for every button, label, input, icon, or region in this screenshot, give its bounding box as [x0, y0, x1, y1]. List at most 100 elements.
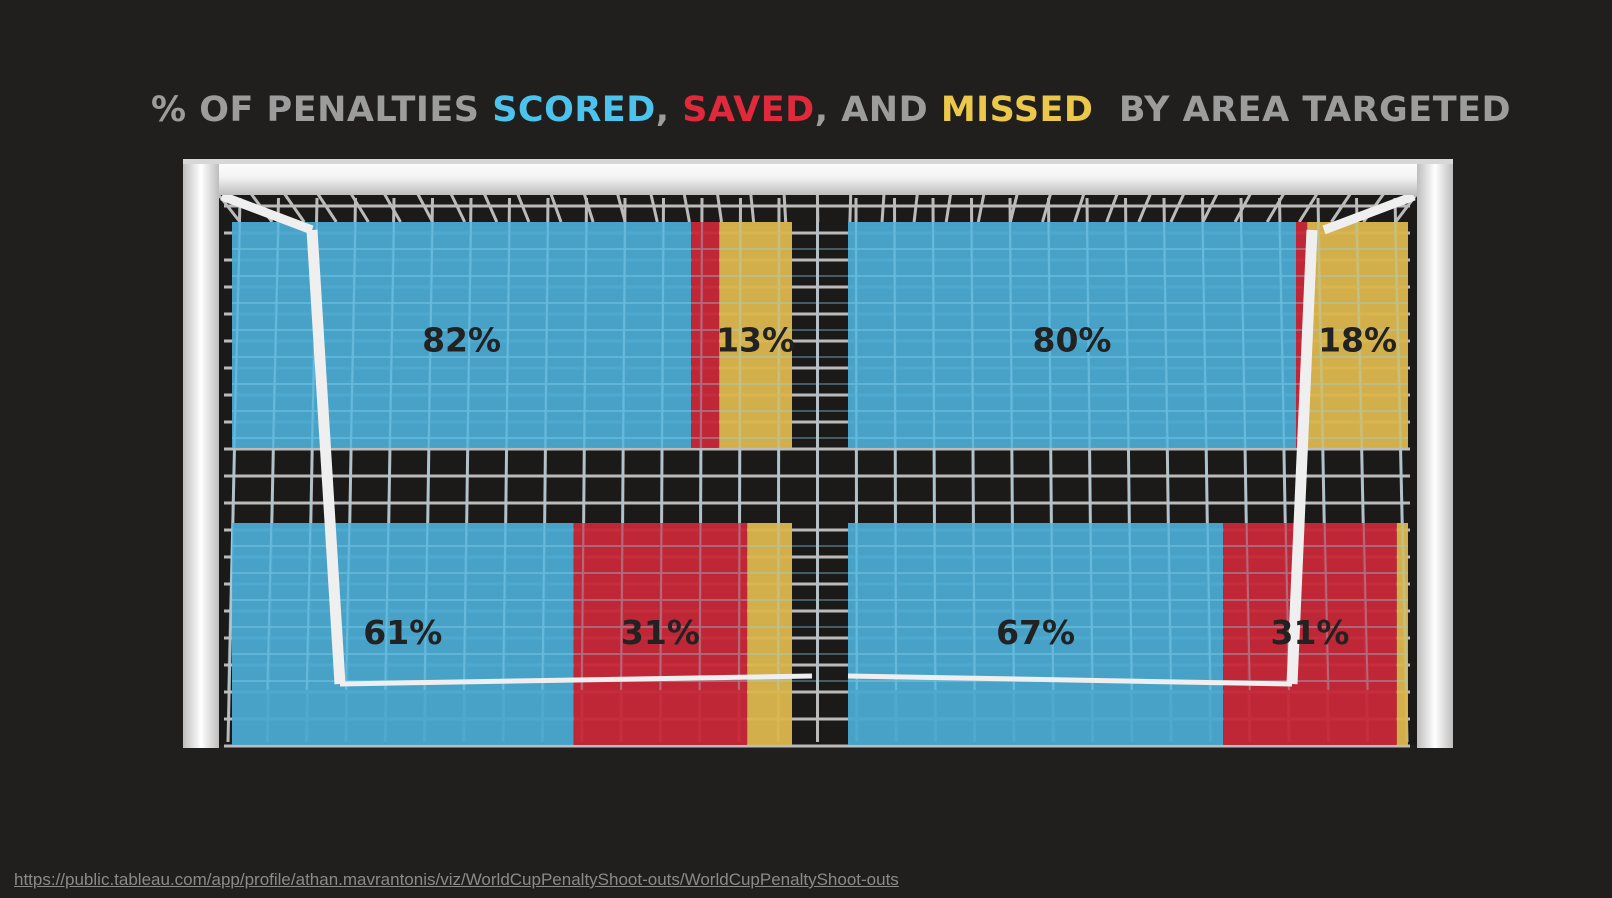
bar-bottom-left-missed	[747, 523, 792, 745]
net-line	[416, 193, 434, 223]
net-line	[449, 193, 467, 223]
net-line	[383, 193, 402, 223]
net-line	[1201, 193, 1219, 223]
net-line	[227, 221, 241, 691]
stacked-bars	[232, 222, 1408, 745]
net-line	[698, 221, 703, 691]
bar-bottom-right-saved	[1223, 523, 1397, 745]
net-line	[1163, 221, 1173, 691]
net-line	[932, 221, 937, 691]
net-line	[483, 193, 499, 223]
source-link[interactable]: https://public.tableau.com/app/profile/a…	[14, 870, 899, 889]
net-line	[516, 193, 531, 223]
net-line	[1240, 221, 1251, 691]
net-line	[649, 193, 659, 223]
net-line	[541, 221, 549, 691]
net-line	[1047, 221, 1055, 691]
net-line	[1233, 193, 1252, 223]
left-side-bar	[220, 191, 314, 235]
net-line	[1201, 221, 1212, 691]
bar-bottom-right-missed	[1396, 523, 1408, 745]
net-line	[1041, 193, 1052, 223]
net-line	[777, 221, 780, 691]
net-line	[912, 193, 919, 223]
back-ground-bar	[847, 673, 1293, 687]
net-line	[1137, 193, 1152, 223]
net-line	[1008, 193, 1019, 223]
net-line	[1278, 221, 1291, 691]
title-prefix: % OF PENALTIES	[150, 90, 493, 130]
left-post	[183, 159, 219, 748]
net-line	[423, 221, 434, 691]
net-line	[384, 221, 395, 691]
label-top-left-scored: 82%	[422, 321, 501, 360]
net-line	[620, 221, 626, 691]
right-side-bar	[1322, 191, 1416, 235]
title-saved: SAVED	[682, 90, 815, 130]
net-line	[1105, 193, 1119, 223]
net-line	[1124, 221, 1133, 691]
net-line	[716, 193, 723, 223]
back-ground-bar	[339, 673, 813, 687]
net-line	[782, 193, 788, 223]
goal-frame	[183, 159, 1453, 748]
bar-bottom-right-scored	[848, 523, 1224, 745]
net-line	[848, 193, 853, 223]
goal-net-overlay	[220, 191, 1416, 691]
crossbar-highlight	[183, 159, 1453, 164]
net-line	[266, 221, 280, 691]
chart-title: % OF PENALTIES SCORED, SAVED, AND MISSED…	[0, 90, 1612, 130]
net-line	[344, 221, 357, 691]
net-line	[737, 221, 742, 691]
net-line	[976, 193, 986, 223]
bar-top-right-scored	[848, 222, 1296, 448]
bar-bottom-left-saved	[573, 523, 748, 745]
net-line	[970, 221, 976, 691]
label-top-left-missed: 13%	[716, 321, 795, 360]
title-sep1: ,	[655, 90, 683, 130]
net-line	[1073, 193, 1086, 223]
label-bottom-right-scored: 67%	[996, 613, 1075, 652]
label-bottom-right-saved: 31%	[1271, 613, 1350, 652]
net-line	[580, 221, 588, 691]
net-line	[944, 193, 953, 223]
bar-top-left-missed	[719, 222, 792, 448]
net-line	[283, 193, 306, 223]
net-line	[893, 221, 898, 691]
bar-top-right-missed	[1307, 222, 1408, 448]
right-post	[1417, 159, 1453, 748]
left-back-post	[306, 229, 346, 685]
net-line	[582, 193, 595, 223]
right-back-post	[1286, 229, 1318, 685]
bar-top-left-saved	[691, 222, 720, 448]
net-line	[855, 221, 858, 691]
net-line	[1169, 193, 1186, 223]
title-missed: MISSED	[940, 90, 1094, 130]
title-sep2: , AND	[814, 90, 941, 130]
net-line	[316, 193, 338, 223]
net-line	[749, 193, 756, 223]
net-line	[549, 193, 563, 223]
bar-top-right-saved	[1296, 222, 1308, 448]
crossbar	[183, 159, 1453, 195]
net-line	[1265, 193, 1285, 223]
bar-bottom-left-scored	[232, 523, 574, 745]
net-line	[1298, 193, 1319, 223]
title-suffix: BY AREA TARGETED	[1093, 90, 1512, 130]
net-line	[1009, 221, 1015, 691]
data-labels: 82% 13% 80% 18% 61% 31% 67% 31%	[363, 321, 1397, 652]
net-line	[1394, 221, 1408, 691]
label-top-right-missed: 18%	[1318, 321, 1397, 360]
label-bottom-left-scored: 61%	[363, 613, 442, 652]
net-line	[349, 193, 370, 223]
label-top-right-scored: 80%	[1033, 321, 1112, 360]
net-line	[1086, 221, 1094, 691]
net-line	[1317, 221, 1330, 691]
net-line	[682, 193, 691, 223]
net-line	[462, 221, 472, 691]
net-line	[880, 193, 886, 223]
title-scored: SCORED	[492, 90, 656, 130]
label-bottom-left-saved: 31%	[621, 613, 700, 652]
net-overlay-mesh	[227, 221, 1408, 691]
